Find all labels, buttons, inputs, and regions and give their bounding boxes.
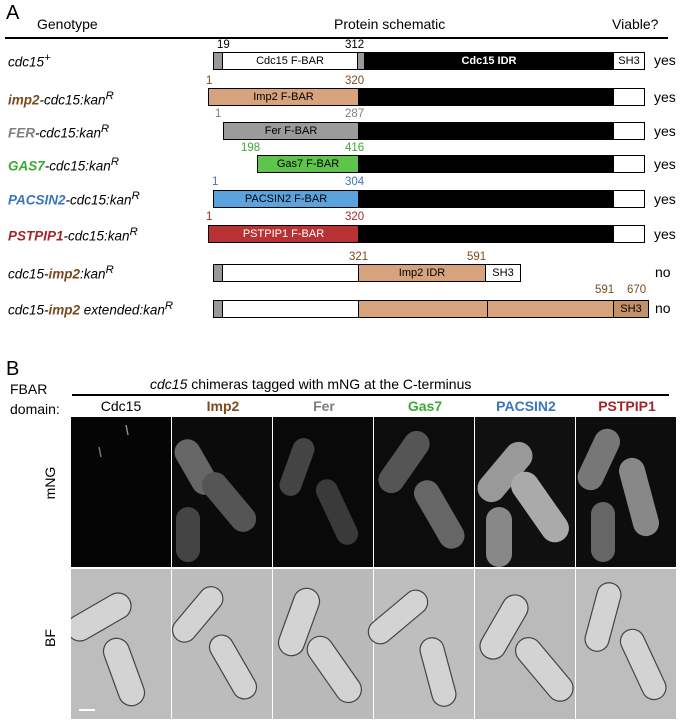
- aa-end: 670: [627, 284, 647, 296]
- aa-start: 1: [206, 75, 213, 87]
- genotype-pstpip1: PSTPIP1-cdc15:kanR: [8, 226, 138, 244]
- viable-value: no: [655, 264, 671, 280]
- idr-domain: [358, 190, 614, 208]
- column-fer: Fer: [313, 398, 335, 414]
- schematic-header: Protein schematic: [334, 16, 446, 32]
- genotype-fer: FER-cdc15:kanR: [8, 123, 110, 141]
- header-rule: [5, 37, 668, 39]
- column-gas7: Gas7: [407, 398, 443, 414]
- aa-start: 1: [215, 108, 222, 120]
- aa-end: 591: [467, 251, 487, 263]
- sh3-domain: [613, 88, 645, 106]
- fbar-domain: Cdc15 F-BAR: [222, 52, 358, 70]
- micrograph-grid: [71, 417, 676, 719]
- column-imp2: Imp2: [206, 398, 240, 414]
- aa-end: 304: [345, 176, 365, 188]
- aa-end: 320: [345, 75, 365, 87]
- column-cdc15: Cdc15: [100, 398, 142, 414]
- idr-domain: [358, 225, 614, 243]
- aa-start: 321: [349, 251, 369, 263]
- genotype-gas7: GAS7-cdc15:kanR: [8, 156, 119, 174]
- viable-value: yes: [654, 156, 676, 172]
- genotype-imp2: imp2-cdc15:kanR: [8, 90, 114, 108]
- row-label-mng: mNG: [42, 466, 58, 500]
- aa-end: 320: [345, 211, 365, 223]
- aa-start: 1: [206, 211, 213, 223]
- bf-tiles: [71, 569, 676, 719]
- panel-b-label: B: [6, 358, 20, 380]
- row-label-bf: BF: [42, 629, 58, 647]
- idr-domain: [358, 300, 488, 318]
- aa-start: 591: [595, 284, 615, 296]
- fbar-domain: PACSIN2 F-BAR: [213, 190, 359, 208]
- panel-b-title: cdc15 chimeras tagged with mNG at the C-…: [150, 376, 472, 392]
- viable-value: yes: [654, 226, 676, 242]
- genotype-header: Genotype: [37, 16, 98, 32]
- sh3-domain: SH3: [613, 300, 649, 318]
- sh3-domain: [613, 190, 645, 208]
- aa-end: 287: [345, 108, 365, 120]
- fbar-domain-label: FBAR domain:: [10, 381, 60, 417]
- sh3-domain: SH3: [613, 52, 645, 70]
- column-pacsin2: PACSIN2: [496, 398, 556, 414]
- viable-value: yes: [654, 52, 676, 68]
- mng-tiles: [71, 417, 676, 567]
- idr-domain: [358, 122, 614, 140]
- aa-end: 312: [345, 39, 365, 51]
- idr-domain: [358, 155, 614, 173]
- genotype-cdc15-wt: cdc15+: [8, 52, 51, 70]
- aa-end: 416: [345, 142, 365, 154]
- fbar-domain: Gas7 F-BAR: [257, 155, 359, 173]
- aa-start: 198: [241, 142, 261, 154]
- idr-domain-extension: [487, 300, 614, 318]
- panel-a-label: A: [6, 2, 20, 24]
- panel-b-rule: [72, 394, 669, 396]
- sh3-domain: [613, 122, 645, 140]
- idr-domain: Imp2 IDR: [358, 264, 486, 282]
- aa-start: 1: [212, 176, 219, 188]
- viable-value: yes: [654, 191, 676, 207]
- fbar-domain: Fer F-BAR: [223, 122, 359, 140]
- genotype-pacsin2: PACSIN2-cdc15:kanR: [8, 190, 140, 208]
- fbar-domain: [222, 264, 359, 282]
- sh3-domain: [613, 155, 645, 173]
- viable-header: Viable?: [612, 16, 659, 32]
- idr-domain: [358, 88, 614, 106]
- viable-value: yes: [654, 89, 676, 105]
- viable-value: yes: [654, 123, 676, 139]
- column-pstpip1: PSTPIP1: [598, 398, 656, 414]
- sh3-domain: [613, 225, 645, 243]
- idr-domain: Cdc15 IDR: [364, 52, 614, 70]
- genotype-cdc15-imp2-extended: cdc15-imp2 extended:kanR: [8, 300, 173, 318]
- aa-start: 19: [217, 39, 230, 51]
- viable-value: no: [655, 300, 671, 316]
- fbar-domain: PSTPIP1 F-BAR: [208, 225, 359, 243]
- fbar-domain: [222, 300, 359, 318]
- fbar-domain: Imp2 F-BAR: [208, 88, 359, 106]
- sh3-domain: SH3: [485, 264, 521, 282]
- genotype-cdc15-imp2: cdc15-imp2:kanR: [8, 264, 114, 282]
